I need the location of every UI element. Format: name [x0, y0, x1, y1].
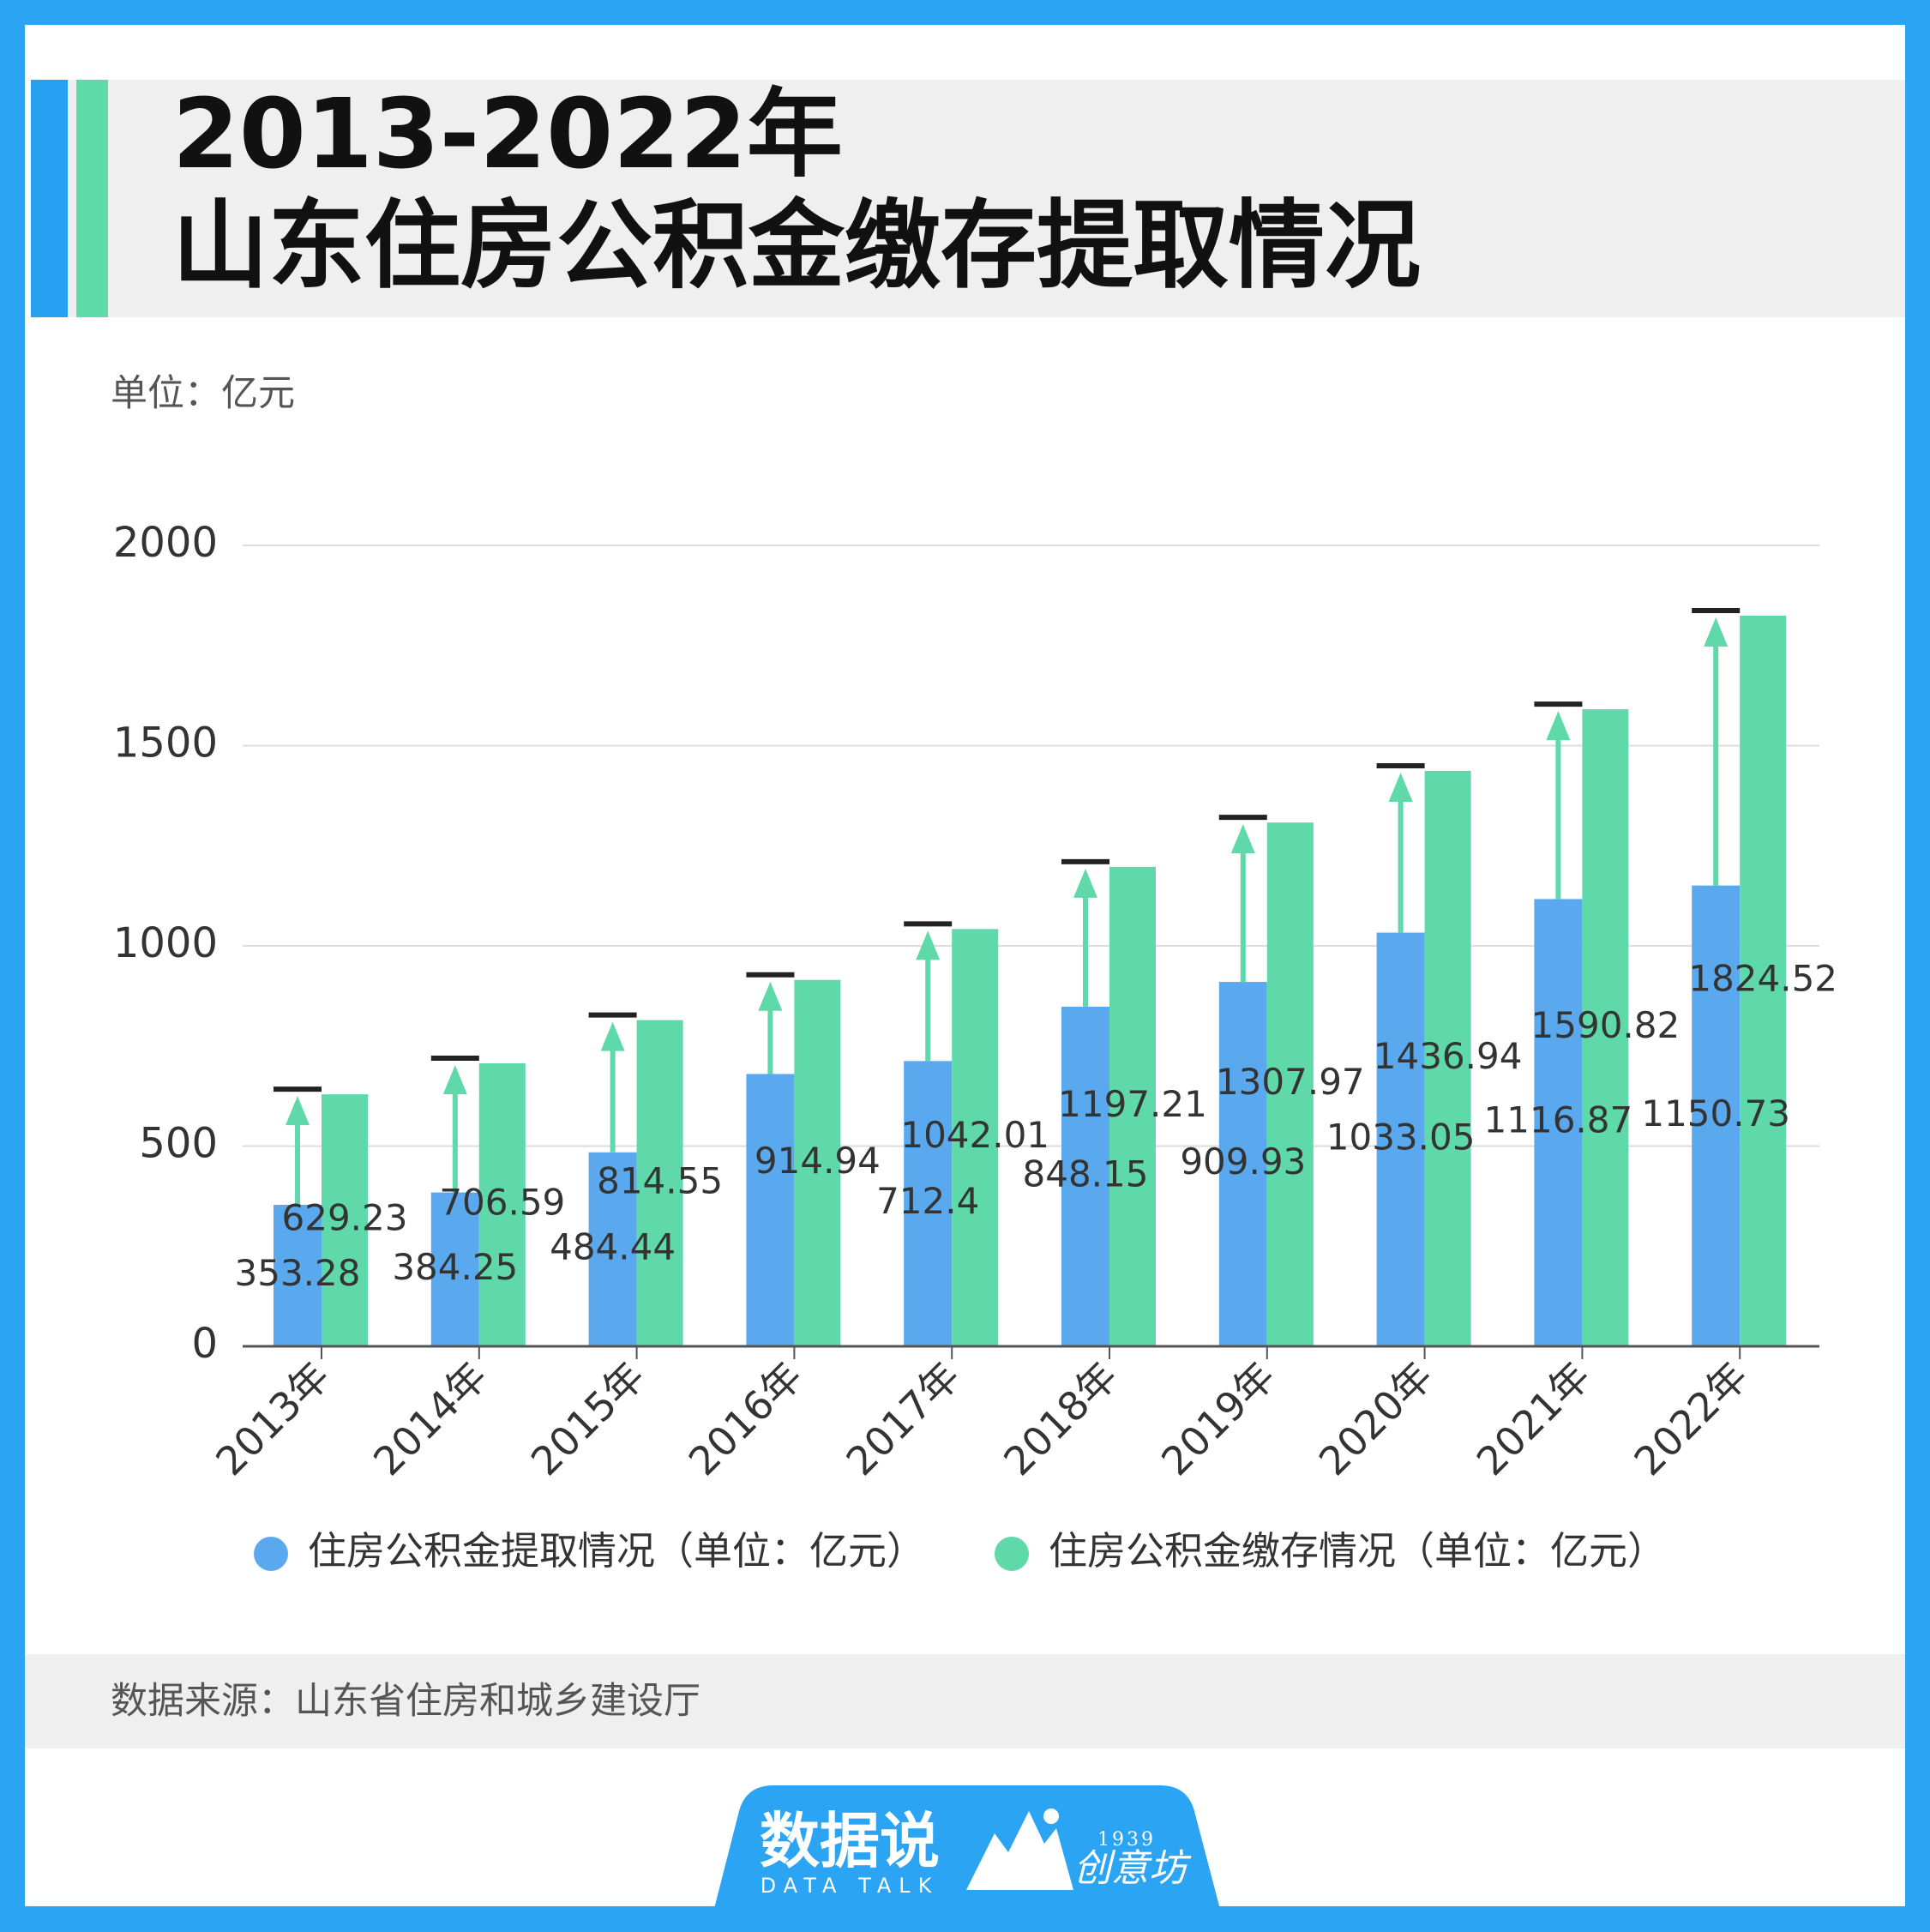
bar-withdrawal-6: [1218, 982, 1267, 1346]
data-label-deposit-1: 706.59: [439, 1182, 565, 1224]
footer-tab: [708, 1785, 1226, 1932]
page-title-line1: 2013-2022年: [172, 79, 843, 190]
bar-withdrawal-7: [1376, 932, 1425, 1346]
arrow-head-3: [758, 981, 783, 1011]
source-text: 数据来源：山东省住房和城乡建设厅: [111, 1680, 700, 1723]
bar-withdrawal-5: [1061, 1006, 1109, 1346]
bar-deposit-3: [794, 979, 841, 1346]
arrow-head-2: [600, 1021, 625, 1051]
bar-withdrawal-1: [430, 1192, 479, 1346]
data-label-withdrawal-2: 484.44: [550, 1225, 676, 1267]
data-label-withdrawal-5: 848.15: [1023, 1153, 1149, 1195]
data-label-withdrawal-8: 1116.87: [1484, 1099, 1633, 1141]
data-label-deposit-9: 1824.52: [1688, 957, 1837, 999]
title-accent-blue: [31, 80, 68, 317]
bar-withdrawal-0: [274, 1205, 322, 1346]
bar-deposit-7: [1424, 770, 1471, 1346]
bar-withdrawal-2: [588, 1152, 637, 1346]
y-tick-label-1500: 1500: [113, 719, 218, 767]
bar-deposit-1: [478, 1063, 526, 1346]
y-tick-label-0: 0: [191, 1320, 218, 1368]
data-label-withdrawal-0: 353.28: [235, 1252, 361, 1294]
data-label-deposit-6: 1307.97: [1216, 1061, 1365, 1103]
title-band: [31, 80, 1905, 317]
legend-swatch-deposit: [995, 1537, 1029, 1571]
bar-deposit-6: [1266, 822, 1314, 1346]
bar-withdrawal-4: [904, 1061, 953, 1346]
logo-name-text: 创意坊: [1073, 1847, 1192, 1891]
mountain-logo-icon: [966, 1811, 1073, 1890]
logo-year-text: 1939: [1097, 1829, 1156, 1851]
bar-deposit-9: [1740, 615, 1787, 1346]
legend-label-withdrawal: 住房公积金提取情况（单位：亿元）: [308, 1528, 925, 1574]
data-label-deposit-0: 629.23: [282, 1197, 408, 1239]
bar-withdrawal-8: [1534, 899, 1583, 1346]
source-band: [25, 1654, 1905, 1748]
data-label-withdrawal-6: 909.93: [1180, 1141, 1306, 1183]
arrow-head-5: [1073, 868, 1097, 898]
unit-label: 单位：亿元: [111, 372, 295, 415]
y-tick-label-2000: 2000: [113, 519, 218, 567]
legend-swatch-withdrawal: [254, 1537, 288, 1571]
legend-label-deposit: 住房公积金缴存情况（单位：亿元）: [1049, 1528, 1666, 1574]
bar-deposit-0: [322, 1094, 368, 1346]
bar-withdrawal-9: [1692, 885, 1741, 1346]
y-tick-label-500: 500: [139, 1120, 218, 1168]
arrow-head-0: [286, 1096, 310, 1126]
data-label-withdrawal-9: 1150.73: [1641, 1092, 1790, 1135]
data-label-deposit-7: 1436.94: [1374, 1035, 1523, 1077]
logo-main-text: 数据说: [760, 1806, 940, 1876]
bar-deposit-5: [1109, 866, 1156, 1346]
data-label-deposit-3: 914.94: [755, 1140, 881, 1182]
data-label-deposit-4: 1042.01: [900, 1114, 1049, 1156]
y-tick-label-1000: 1000: [113, 919, 218, 967]
bar-deposit-8: [1582, 709, 1629, 1346]
arrow-head-6: [1230, 824, 1255, 854]
data-label-withdrawal-7: 1033.05: [1326, 1116, 1476, 1158]
arrow-head-1: [442, 1065, 467, 1095]
arrow-head-7: [1388, 772, 1413, 802]
arrow-head-4: [916, 930, 941, 960]
data-label-withdrawal-4: 712.4: [876, 1180, 979, 1222]
arrow-head-9: [1704, 617, 1729, 647]
bar-deposit-4: [952, 929, 999, 1346]
sun-logo-icon: [1043, 1809, 1059, 1824]
logo-sub-text: DATA TALK: [761, 1874, 940, 1898]
arrow-head-8: [1546, 711, 1571, 741]
title-accent-green: [76, 80, 108, 317]
page-title-line2: 山东住房公积金缴存提取情况: [172, 190, 1421, 302]
data-label-deposit-8: 1590.82: [1531, 1004, 1680, 1046]
bar-withdrawal-3: [746, 1074, 795, 1346]
data-label-withdrawal-1: 384.25: [392, 1246, 518, 1288]
bar-deposit-2: [636, 1020, 683, 1346]
data-label-deposit-2: 814.55: [597, 1159, 723, 1201]
data-label-deposit-5: 1197.21: [1058, 1083, 1207, 1125]
